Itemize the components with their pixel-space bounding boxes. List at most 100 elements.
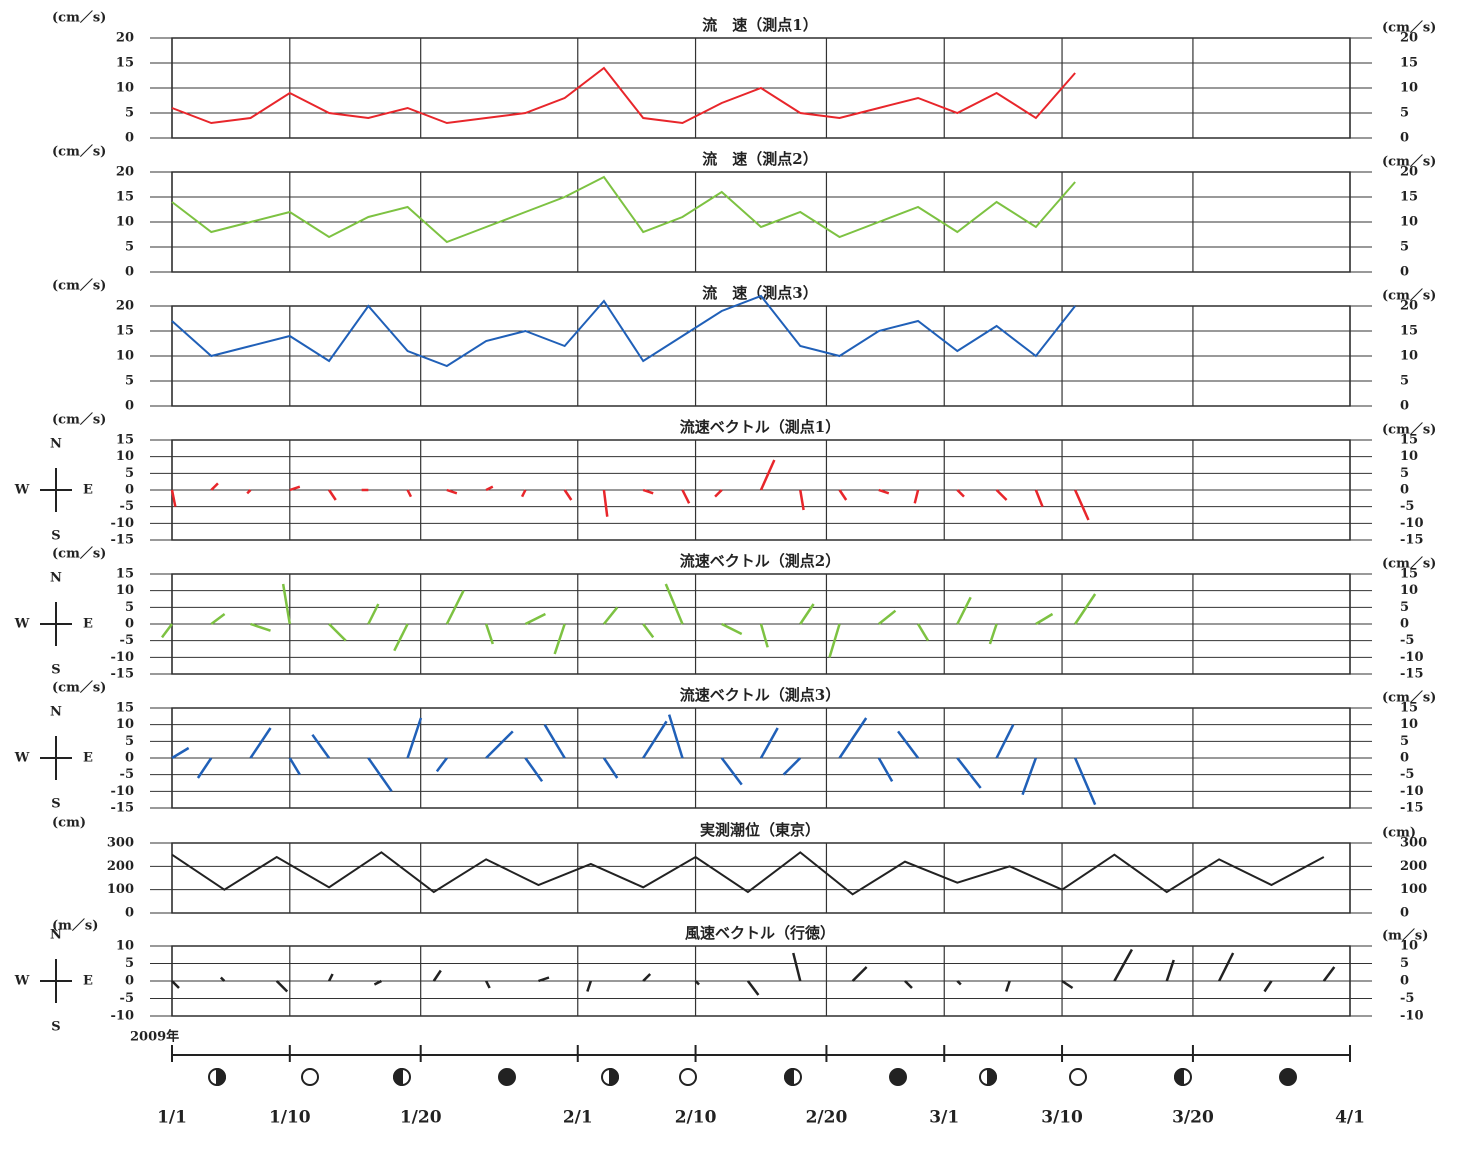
vector-stick [956,757,982,789]
y2-tick-label: 10 [1400,349,1418,364]
vector-stick [281,583,292,625]
vector-stick [667,714,684,759]
vector-stick [485,980,491,989]
series-line [171,175,1076,244]
y-tick-label: -10 [111,650,135,665]
vector-stick [916,623,930,642]
y2-tick-label: -10 [1400,1009,1424,1024]
y2-tick-label: 5 [1400,374,1409,389]
unit-label: (cm) [52,816,86,831]
y2-tick-label: 20 [1400,165,1418,180]
panel-title: 実測潮位（東京） [700,821,820,839]
vector-stick [602,606,619,625]
y-tick-label: 0 [125,399,134,414]
y-tick-label: 15 [116,190,134,205]
compass-e: E [83,617,93,632]
vector-stick [759,459,776,491]
vector-stick [799,603,815,625]
vector-stick [524,757,544,783]
vector-stick [445,590,465,625]
y2-tick-label: -10 [1400,516,1424,531]
unit-label-right: (cm／s) [1382,422,1436,438]
y-tick-label: 15 [116,324,134,339]
y2-tick-label: 20 [1400,31,1418,46]
y2-tick-label: 100 [1400,882,1427,897]
y-tick-label: 0 [125,265,134,280]
y-tick-label: -5 [120,767,134,782]
compass-s: S [51,663,60,678]
vector-stick [602,757,619,779]
vector-stick [327,973,334,982]
moon-icon [784,1067,794,1087]
unit-label: (cm／s) [52,10,106,26]
vector-stick [792,952,802,982]
vector-stick [311,733,331,759]
vector-stick [161,623,173,639]
vector-stick [642,488,654,495]
y-tick-label: 0 [125,131,134,146]
y2-tick-label: 10 [1400,215,1418,230]
moon-phases [208,1067,1297,1087]
vector-stick [664,583,684,625]
vector-stick [782,757,802,776]
unit-label: (cm／s) [52,546,106,562]
vector-stick [1021,757,1038,796]
y-tick-label: 5 [125,600,134,615]
vector-stick [1074,593,1097,625]
y-tick-label: 0 [125,751,134,766]
vector-stick [799,489,805,511]
moon-icon [498,1068,516,1086]
vector-stick [877,757,894,782]
vector-stick [956,489,965,498]
compass-w: W [14,483,30,498]
vector-stick [543,724,566,759]
y2-tick-label: 0 [1400,265,1409,280]
vector-stick [435,757,448,773]
y-tick-label: -5 [120,499,134,514]
unit-label: (m／s) [52,918,98,934]
vector-stick [838,489,848,501]
y2-tick-label: 0 [1400,483,1409,498]
unit-label-right: (cm／s) [1382,556,1436,572]
x-tick-label: 3/20 [1172,1108,1214,1128]
vector-stick [1113,948,1133,982]
vector-stick [446,488,458,495]
y2-tick-label: -5 [1400,767,1414,782]
y2-tick-label: -10 [1400,650,1424,665]
y2-tick-label: -15 [1400,667,1424,682]
vector-stick [210,612,226,626]
y2-tick-label: 5 [1400,956,1409,971]
y-tick-label: 0 [125,617,134,632]
vector-stick [524,612,546,626]
y2-tick-label: 0 [1400,131,1409,146]
compass-e: E [83,974,93,989]
vector-stick [406,717,423,759]
y2-tick-label: -5 [1400,499,1414,514]
y-tick-label: 10 [116,449,134,464]
moon-icon [889,1068,907,1086]
vector-stick [995,489,1008,501]
y-tick-label: 100 [107,882,134,897]
y-tick-label: -10 [111,1009,135,1024]
vector-stick [720,757,743,786]
y2-tick-label: 5 [1400,734,1409,749]
panel-title: 流 速（測点3） [702,284,817,302]
unit-label-right: (cm／s) [1382,154,1436,170]
compass-w: W [14,617,30,632]
vector-stick [367,603,380,625]
y2-tick-label: 20 [1400,299,1418,314]
vector-stick [1035,612,1054,626]
vector-stick [406,489,413,498]
vector-stick [485,485,494,492]
y-tick-label: -15 [111,667,135,682]
panel-title: 流速ベクトル（測点3） [680,686,840,704]
y-tick-label: 5 [125,240,134,255]
y2-tick-label: 15 [1400,433,1418,448]
y2-tick-label: 10 [1400,81,1418,96]
vector-stick [275,980,289,993]
vector-stick [538,976,550,983]
vector-stick [897,730,920,759]
unit-label: (cm／s) [52,412,106,428]
vector-stick [170,489,177,507]
